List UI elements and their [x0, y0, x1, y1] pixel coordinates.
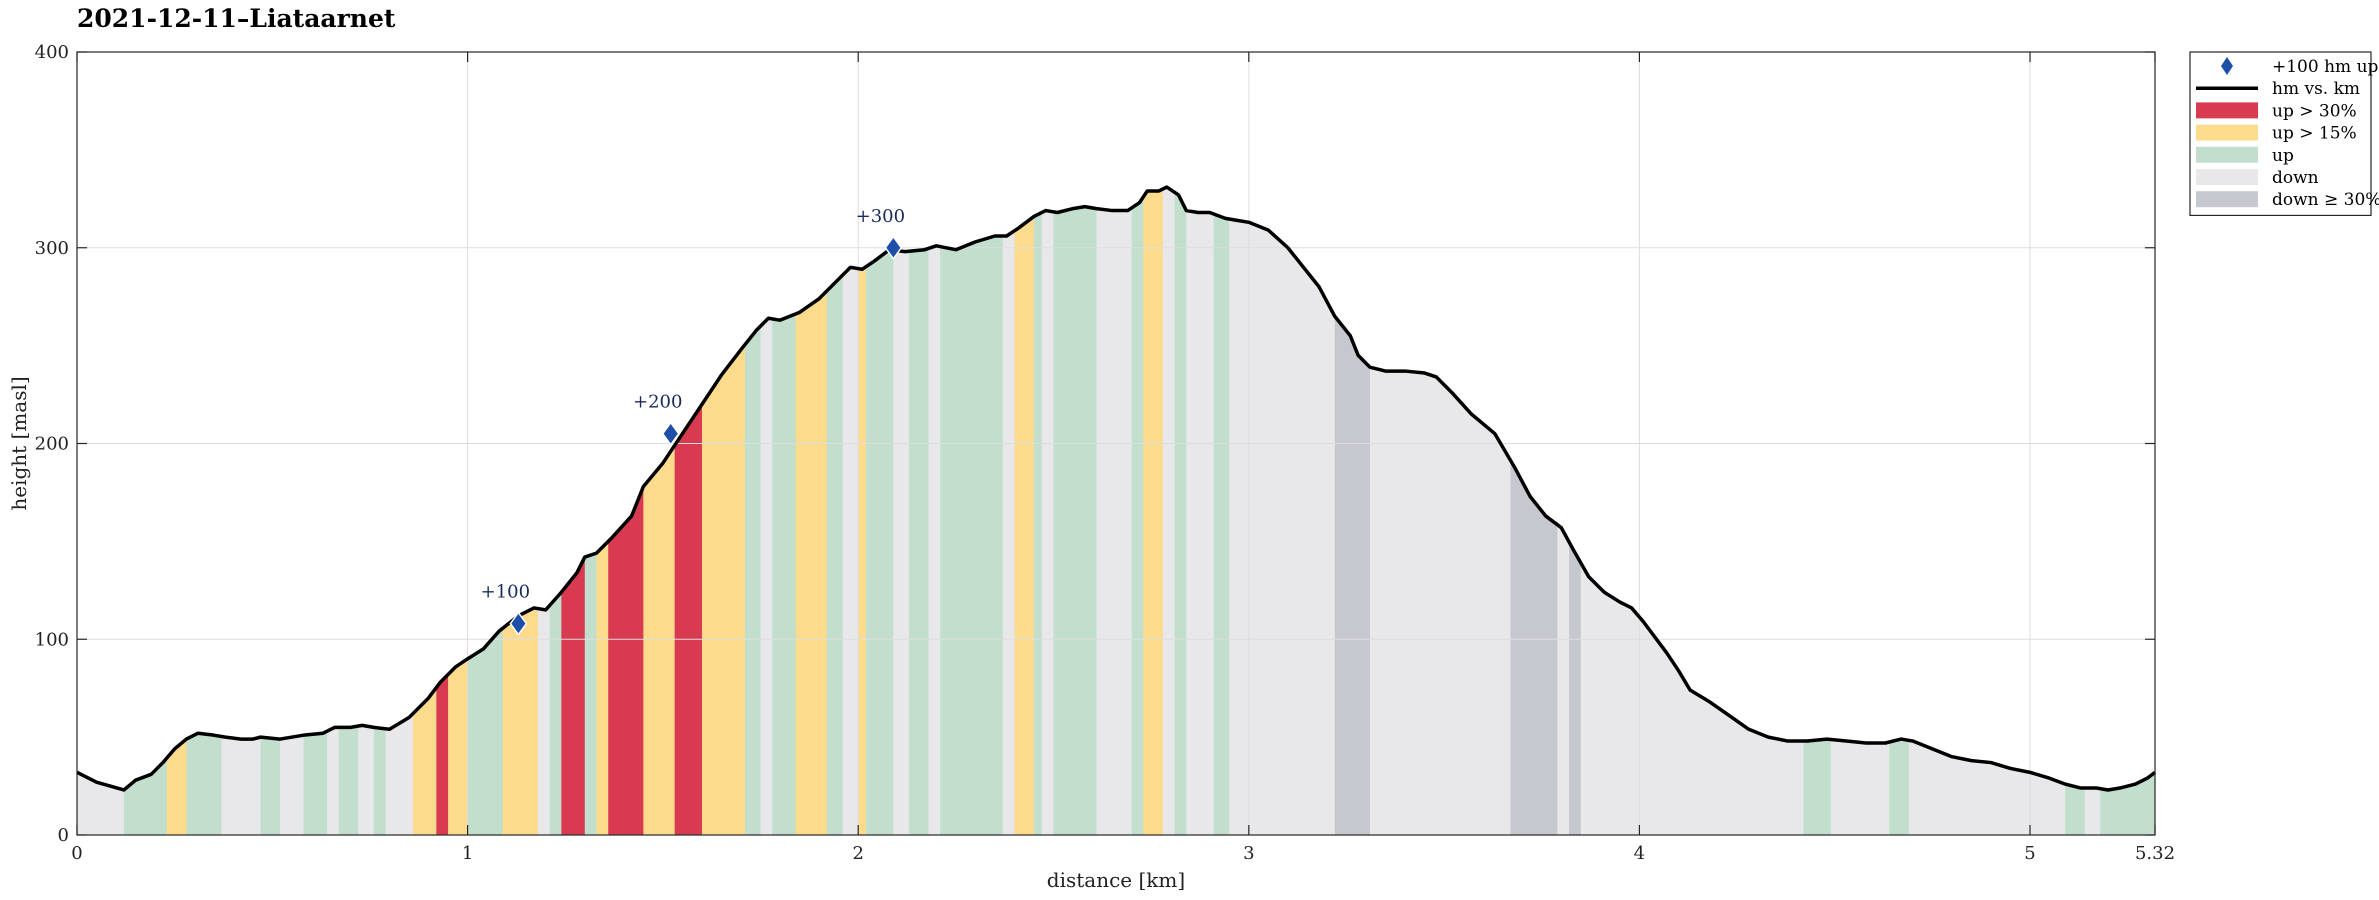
y-tick-label: 0 — [58, 825, 69, 846]
legend-label: up — [2272, 146, 2294, 166]
legend-swatch-up30 — [2196, 102, 2258, 119]
grade-band-up — [772, 187, 797, 835]
legend-swatch-down30 — [2196, 191, 2258, 208]
grade-band-down — [893, 187, 910, 835]
y-tick-label: 300 — [35, 238, 69, 259]
grade-band-up — [866, 187, 894, 835]
grade-band-down — [1229, 187, 1336, 835]
milestone-marker — [884, 235, 903, 261]
grade-band-down — [928, 187, 941, 835]
grade-band-down — [842, 187, 859, 835]
y-tick-label: 100 — [35, 629, 69, 650]
grade-band-down — [1162, 187, 1176, 835]
x-tick-label: 2 — [852, 843, 863, 864]
grade-band-up — [940, 187, 1004, 835]
grade-band-up — [744, 187, 762, 835]
x-tick-label: 5 — [2024, 843, 2035, 864]
profile-line — [76, 185, 2157, 792]
milestone-label: +100 — [481, 582, 530, 603]
grade-band-up — [908, 187, 930, 835]
milestone-markers: +100 +200 +300 — [481, 206, 905, 636]
x-tick-label: 1 — [462, 843, 473, 864]
profile-line-group — [76, 185, 2157, 792]
legend-marker-symbol — [2221, 57, 2233, 75]
grade-band-down — [1041, 187, 1055, 835]
grade-band-up — [1174, 187, 1187, 835]
grade-band-up — [1131, 187, 1144, 835]
legend-label: hm vs. km — [2272, 79, 2360, 99]
grade-band-up15 — [858, 187, 867, 835]
y-tick-label: 400 — [35, 42, 69, 63]
x-tick-label: 0 — [71, 843, 82, 864]
grade-band-up15 — [1143, 187, 1164, 835]
axes: 0 1 2 3 4 5 5.32 0 100 200 300 400 — [35, 42, 2175, 864]
grade-band-up15 — [1014, 187, 1035, 835]
chart-title: 2021-12-11–Liataarnet — [77, 4, 396, 33]
y-axis-label: height [masl] — [7, 376, 31, 510]
grade-band-up — [826, 187, 844, 835]
x-tick-label: 5.32 — [2135, 843, 2175, 864]
grade-band-up — [1033, 187, 1043, 835]
x-tick-label: 3 — [1243, 843, 1254, 864]
grade-band-up — [1213, 187, 1230, 835]
y-tick-label: 200 — [35, 434, 69, 455]
milestone-marker — [661, 421, 680, 446]
grade-band-down — [1002, 187, 1015, 835]
grade-band-down — [760, 187, 773, 835]
grade-band-down — [1186, 187, 1215, 835]
legend-label: +100 hm up — [2272, 57, 2379, 77]
legend-label: down — [2272, 168, 2319, 188]
grade-band-down — [1096, 187, 1133, 835]
legend-label: up > 30% — [2272, 101, 2357, 121]
grid-lines — [77, 52, 2155, 835]
legend-label: up > 15% — [2272, 124, 2357, 144]
legend-label: down ≥ 30% — [2272, 190, 2379, 210]
milestone-label: +300 — [856, 206, 905, 227]
legend-swatch-down — [2196, 169, 2258, 185]
legend-swatch-up — [2196, 146, 2258, 163]
milestone-marker — [509, 611, 528, 636]
milestone-label: +200 — [633, 392, 682, 413]
grade-band-up — [1053, 187, 1097, 835]
x-axis-label: distance [km] — [1047, 868, 1185, 892]
x-tick-label: 4 — [1634, 843, 1645, 864]
legend-swatch-up15 — [2196, 124, 2258, 141]
